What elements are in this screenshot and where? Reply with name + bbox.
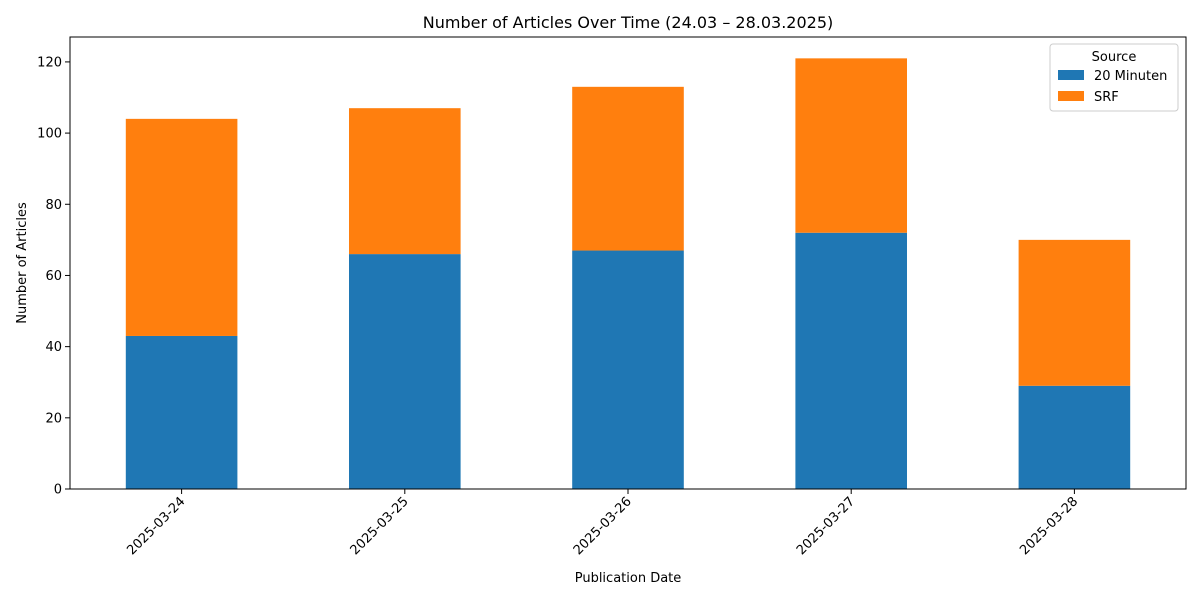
x-axis: 2025-03-24 2025-03-25 2025-03-26 2025-03-27… <box>124 489 1081 558</box>
y-tick-label-120: 120 <box>37 55 62 70</box>
bar-20-minuten-2025-03-27 <box>795 232 907 489</box>
bar-20-minuten-2025-03-24 <box>125 335 238 489</box>
legend: Source 20 Minuten SRF <box>1049 43 1179 112</box>
chart-title: Number of Articles Over Time (24.03 – 28… <box>423 13 834 32</box>
y-tick-label-40: 40 <box>45 340 62 355</box>
legend-swatch-srf <box>1058 91 1084 101</box>
y-tick-label-100: 100 <box>37 127 62 142</box>
x-tick-label-2025-03-27: 2025-03-27 <box>794 494 858 558</box>
legend-title: Source <box>1092 50 1137 65</box>
bar-srf-2025-03-27 <box>795 58 907 233</box>
y-tick-label-0: 0 <box>54 483 62 498</box>
legend-label-20-minuten: 20 Minuten <box>1094 69 1167 84</box>
bar-20-minuten-2025-03-28 <box>1018 385 1131 489</box>
bars-group <box>125 58 1131 489</box>
bar-20-minuten-2025-03-26 <box>572 250 684 489</box>
x-axis-title: Publication Date <box>575 571 682 586</box>
y-axis-title: Number of Articles <box>15 202 30 324</box>
x-tick-label-2025-03-25: 2025-03-25 <box>348 494 412 558</box>
y-tick-label-80: 80 <box>45 198 62 213</box>
y-tick-label-20: 20 <box>45 411 62 426</box>
x-tick-label-2025-03-24: 2025-03-24 <box>124 494 188 558</box>
bar-srf-2025-03-25 <box>349 108 461 255</box>
bar-srf-2025-03-26 <box>572 86 684 251</box>
bar-srf-2025-03-24 <box>125 118 238 336</box>
bar-20-minuten-2025-03-25 <box>349 254 461 489</box>
y-axis: 0 20 40 60 80 100 120 <box>37 55 70 498</box>
x-tick-label-2025-03-28: 2025-03-28 <box>1017 494 1081 558</box>
legend-swatch-20-minuten <box>1058 70 1084 80</box>
legend-label-srf: SRF <box>1094 90 1119 105</box>
bar-srf-2025-03-28 <box>1018 239 1131 386</box>
y-tick-label-60: 60 <box>45 269 62 284</box>
x-tick-label-2025-03-26: 2025-03-26 <box>571 494 635 558</box>
